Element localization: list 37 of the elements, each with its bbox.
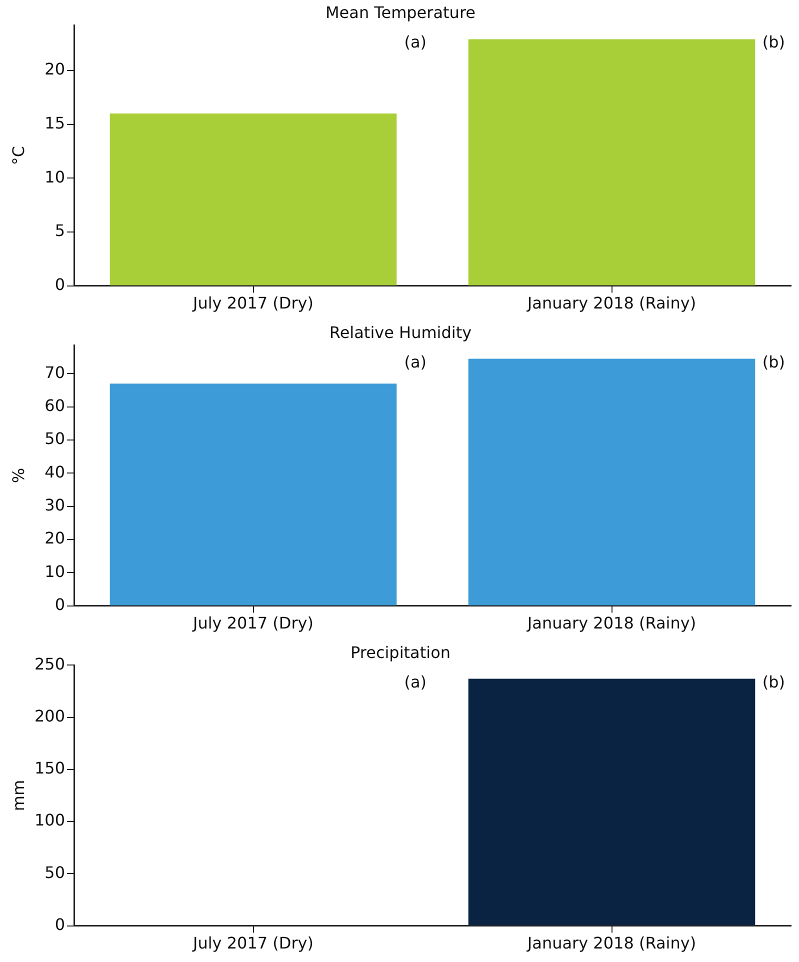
annotation: (a) bbox=[404, 32, 426, 52]
x-tick-label: January 2018 (Rainy) bbox=[526, 294, 696, 313]
chart-title: Mean Temperature bbox=[325, 2, 476, 22]
y-tick-label: 5 bbox=[54, 221, 65, 240]
annotation: (a) bbox=[404, 672, 426, 692]
y-axis-title: % bbox=[8, 468, 28, 484]
y-tick-label: 150 bbox=[34, 758, 65, 778]
y-axis-title: °C bbox=[8, 146, 28, 166]
chart-title: Precipitation bbox=[350, 642, 451, 662]
y-tick-label: 70 bbox=[44, 362, 65, 382]
annotation: (a) bbox=[404, 352, 426, 372]
x-tick-label: January 2018 (Rainy) bbox=[526, 614, 696, 633]
y-tick-label: 0 bbox=[54, 274, 65, 294]
x-tick-label: July 2017 (Dry) bbox=[192, 614, 314, 633]
y-tick-label: 250 bbox=[34, 654, 65, 674]
chart-title: Relative Humidity bbox=[329, 322, 472, 342]
x-tick-label: January 2018 (Rainy) bbox=[526, 934, 696, 953]
y-tick-label: 100 bbox=[34, 810, 65, 830]
y-tick-label: 30 bbox=[44, 495, 65, 514]
x-tick-label: July 2017 (Dry) bbox=[192, 294, 314, 313]
y-tick-label: 10 bbox=[44, 562, 65, 581]
y-tick-label: 10 bbox=[44, 167, 65, 186]
y-tick-label: 60 bbox=[44, 396, 65, 416]
y-axis-title: mm bbox=[8, 780, 28, 812]
y-tick-label: 50 bbox=[44, 862, 65, 882]
y-tick-label: 20 bbox=[44, 60, 65, 79]
annotation: (b) bbox=[762, 352, 785, 372]
y-tick-label: 0 bbox=[54, 914, 65, 934]
y-tick-label: 50 bbox=[44, 429, 65, 448]
y-tick-label: 40 bbox=[44, 462, 65, 482]
y-tick-label: 15 bbox=[44, 113, 65, 132]
y-tick-label: 20 bbox=[44, 528, 65, 548]
y-tick-label: 200 bbox=[34, 706, 65, 726]
annotation: (b) bbox=[762, 672, 785, 692]
y-tick-label: 0 bbox=[54, 594, 65, 614]
annotation: (b) bbox=[762, 32, 785, 52]
x-tick-label: July 2017 (Dry) bbox=[192, 934, 314, 953]
